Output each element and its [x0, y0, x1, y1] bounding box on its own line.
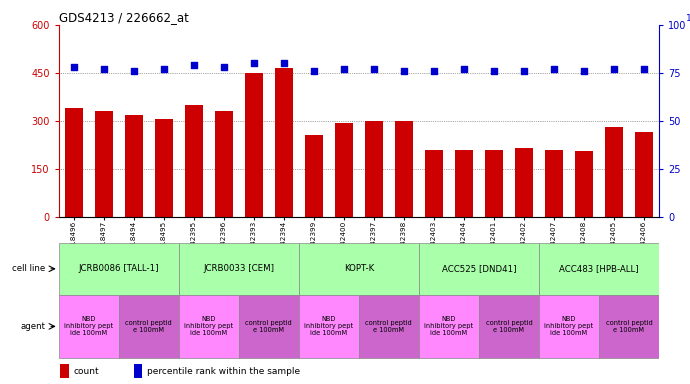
- Text: agent: agent: [20, 322, 45, 331]
- Text: GDS4213 / 226662_at: GDS4213 / 226662_at: [59, 11, 188, 24]
- Bar: [239, 295, 299, 358]
- Point: [489, 68, 500, 74]
- Point: [578, 68, 589, 74]
- Bar: [299, 295, 359, 358]
- Bar: [299, 243, 419, 295]
- Point: [549, 66, 560, 72]
- Bar: [419, 295, 479, 358]
- Point: [518, 68, 529, 74]
- Bar: [599, 295, 659, 358]
- Point: [638, 66, 649, 72]
- Bar: [179, 295, 239, 358]
- Point: [398, 68, 409, 74]
- Bar: [119, 295, 179, 358]
- Text: JCRB0086 [TALL-1]: JCRB0086 [TALL-1]: [79, 264, 159, 273]
- Bar: [185, 105, 203, 217]
- Text: percentile rank within the sample: percentile rank within the sample: [146, 367, 299, 376]
- Bar: [305, 136, 323, 217]
- Bar: [95, 111, 112, 217]
- Point: [609, 66, 620, 72]
- Text: NBD
inhibitory pept
ide 100mM: NBD inhibitory pept ide 100mM: [64, 316, 113, 336]
- Bar: [575, 151, 593, 217]
- Point: [248, 60, 259, 66]
- Point: [338, 66, 349, 72]
- Bar: [359, 295, 419, 358]
- Text: NBD
inhibitory pept
ide 100mM: NBD inhibitory pept ide 100mM: [424, 316, 473, 336]
- Point: [128, 68, 139, 74]
- Text: control peptid
e 100mM: control peptid e 100mM: [246, 320, 292, 333]
- Bar: [60, 364, 68, 378]
- Bar: [455, 150, 473, 217]
- Bar: [539, 295, 599, 358]
- Text: count: count: [73, 367, 99, 376]
- Text: JCRB0033 [CEM]: JCRB0033 [CEM]: [204, 264, 274, 273]
- Text: NBD
inhibitory pept
ide 100mM: NBD inhibitory pept ide 100mM: [544, 316, 593, 336]
- Bar: [275, 68, 293, 217]
- Bar: [515, 148, 533, 217]
- Bar: [425, 150, 443, 217]
- Bar: [539, 243, 659, 295]
- Bar: [125, 114, 143, 217]
- Bar: [179, 243, 299, 295]
- Bar: [59, 243, 179, 295]
- Bar: [485, 150, 503, 217]
- Text: NBD
inhibitory pept
ide 100mM: NBD inhibitory pept ide 100mM: [304, 316, 353, 336]
- Bar: [245, 73, 263, 217]
- Text: control peptid
e 100mM: control peptid e 100mM: [606, 320, 652, 333]
- Point: [458, 66, 469, 72]
- Bar: [395, 121, 413, 217]
- Point: [278, 60, 289, 66]
- Bar: [155, 119, 172, 217]
- Point: [98, 66, 109, 72]
- Text: KOPT-K: KOPT-K: [344, 264, 374, 273]
- Text: 100%: 100%: [686, 14, 690, 23]
- Text: control peptid
e 100mM: control peptid e 100mM: [486, 320, 532, 333]
- Bar: [335, 122, 353, 217]
- Text: control peptid
e 100mM: control peptid e 100mM: [366, 320, 412, 333]
- Point: [188, 62, 199, 68]
- Bar: [365, 121, 383, 217]
- Text: control peptid
e 100mM: control peptid e 100mM: [126, 320, 172, 333]
- Bar: [65, 108, 83, 217]
- Bar: [59, 295, 119, 358]
- Bar: [545, 150, 563, 217]
- Bar: [215, 111, 233, 217]
- Text: cell line: cell line: [12, 264, 45, 273]
- Point: [428, 68, 440, 74]
- Point: [308, 68, 319, 74]
- Bar: [635, 132, 653, 217]
- Text: ACC483 [HPB-ALL]: ACC483 [HPB-ALL]: [559, 264, 639, 273]
- Point: [218, 64, 229, 70]
- Point: [158, 66, 169, 72]
- Text: NBD
inhibitory pept
ide 100mM: NBD inhibitory pept ide 100mM: [184, 316, 233, 336]
- Point: [368, 66, 380, 72]
- Bar: [479, 295, 539, 358]
- Bar: [419, 243, 539, 295]
- Point: [68, 64, 79, 70]
- Bar: [134, 364, 142, 378]
- Bar: [605, 127, 623, 217]
- Text: ACC525 [DND41]: ACC525 [DND41]: [442, 264, 516, 273]
